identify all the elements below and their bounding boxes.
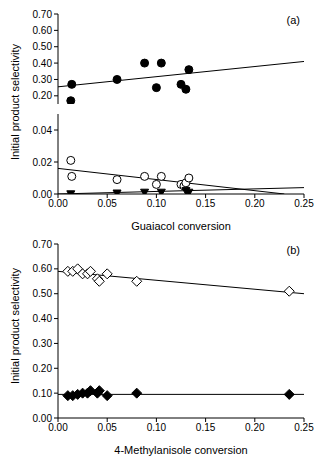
svg-text:0.30: 0.30 [33,338,53,349]
svg-text:0.50: 0.50 [33,41,53,52]
svg-text:4-Methylanisole conversion: 4-Methylanisole conversion [114,444,247,456]
svg-text:Guaiacol conversion: Guaiacol conversion [131,220,231,232]
svg-text:0.04: 0.04 [33,125,53,136]
html-text:Initial product selectivity: Initial product selectivity [9,43,21,161]
svg-text:0.15: 0.15 [196,198,216,209]
svg-text:0.05: 0.05 [97,198,117,209]
svg-text:0.40: 0.40 [33,313,53,324]
svg-text:0.10: 0.10 [147,198,167,209]
svg-text:0.15: 0.15 [196,422,216,433]
html-text:Initial product selectivity: Initial product selectivity [9,267,21,385]
svg-text:0.25: 0.25 [294,422,314,433]
svg-text:0.02: 0.02 [33,157,53,168]
html-text:(b): (b) [286,244,300,256]
svg-text:0.70: 0.70 [33,239,53,250]
svg-text:0.60: 0.60 [33,25,53,36]
svg-text:0.00: 0.00 [33,189,53,200]
html-text:(a): (a) [286,14,300,26]
svg-text:0.00: 0.00 [48,422,68,433]
svg-text:0.10: 0.10 [147,422,167,433]
svg-text:0.05: 0.05 [97,422,117,433]
svg-text:0.20: 0.20 [33,363,53,374]
svg-text:0.40: 0.40 [33,58,53,69]
svg-text:0.70: 0.70 [33,9,53,20]
svg-text:0.20: 0.20 [245,422,265,433]
svg-text:0.00: 0.00 [48,198,68,209]
svg-text:0.60: 0.60 [33,263,53,274]
svg-text:0.10: 0.10 [33,388,53,399]
svg-text:0.50: 0.50 [33,288,53,299]
svg-text:0.20: 0.20 [245,198,265,209]
svg-text:0.20: 0.20 [33,90,53,101]
svg-text:0.30: 0.30 [33,74,53,85]
svg-text:0.00: 0.00 [33,413,53,424]
svg-text:0.25: 0.25 [294,198,314,209]
